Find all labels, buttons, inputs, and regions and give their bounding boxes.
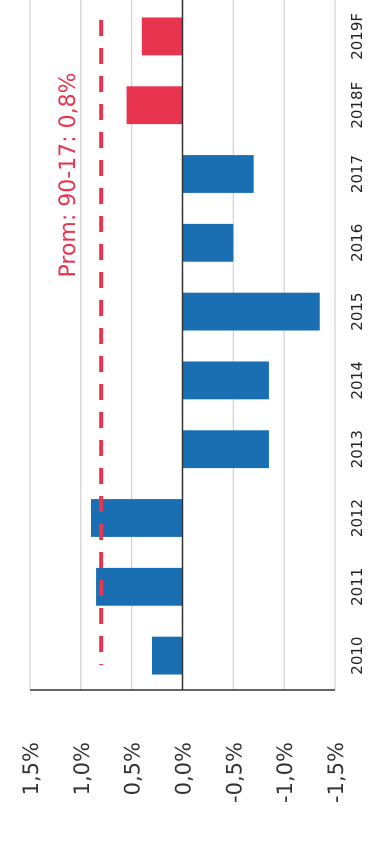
category-label-2018F: 2018F — [348, 82, 366, 129]
bars — [91, 17, 320, 675]
bar-2017 — [182, 155, 254, 193]
bar-2019F — [141, 17, 183, 56]
bar-2011 — [96, 567, 183, 606]
category-label-2014: 2014 — [348, 361, 366, 399]
bar-2013 — [182, 430, 269, 469]
value-tick-labels: 1,5% 1,0% 0,5% 0,0% -0,5% -1,0% -1,5% — [19, 742, 348, 803]
bar-2015 — [182, 292, 320, 331]
bar-2018F — [126, 86, 183, 125]
reference-line-label: Prom: 90-17: 0,8% — [56, 73, 81, 278]
category-label-2016: 2016 — [348, 224, 366, 262]
axes — [30, 0, 335, 691]
bar-2014 — [182, 361, 269, 400]
category-label-2019F: 2019F — [348, 13, 366, 60]
value-tick-label: -1,5% — [324, 742, 348, 803]
category-labels: 2010 2011 2012 2013 2014 2015 2016 2017 2018F 201… — [348, 13, 366, 675]
bar-2012 — [91, 499, 183, 537]
category-label-2013: 2013 — [348, 430, 366, 468]
reference-line-group: Prom: 90-17: 0,8% — [56, 20, 104, 665]
value-tick-label: 1,0% — [70, 742, 94, 795]
bar-2016 — [182, 223, 234, 262]
category-label-2011: 2011 — [348, 568, 366, 606]
value-tick-label: -0,5% — [222, 742, 246, 803]
category-label-2015: 2015 — [348, 293, 366, 331]
category-label-2010: 2010 — [348, 637, 366, 675]
value-tick-label: 0,0% — [172, 742, 196, 795]
category-label-2017: 2017 — [348, 155, 366, 193]
value-tick-label: 1,5% — [19, 742, 43, 795]
value-tick-label: -1,0% — [273, 742, 297, 803]
value-tick-label: 0,5% — [121, 742, 145, 795]
bar-2010 — [152, 636, 183, 675]
category-label-2012: 2012 — [348, 499, 366, 537]
